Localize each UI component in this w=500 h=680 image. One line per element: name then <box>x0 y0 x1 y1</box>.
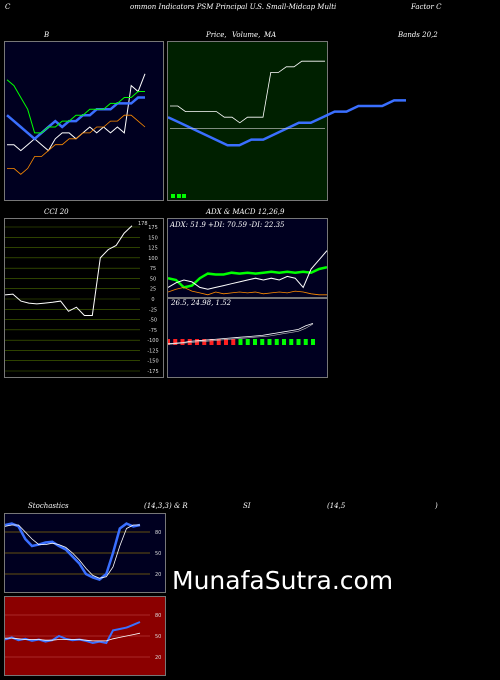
macd-histogram-bar <box>209 339 214 345</box>
macd-histogram-bar <box>238 339 243 345</box>
cci-title: CCI 20 <box>44 208 69 216</box>
cci-tick-label: -150 <box>147 359 158 365</box>
stoch-title: Stochastics <box>28 502 69 510</box>
price-title-d: Bands 20,2 <box>398 31 438 39</box>
adx-minus-di-line <box>168 286 327 296</box>
cci-tick-label: 50 <box>150 276 156 282</box>
macd-histogram-bar <box>245 339 250 345</box>
macd-histogram-bar <box>296 339 301 345</box>
stoch-tick-label: 50 <box>155 551 161 557</box>
macd-histogram-bar <box>274 339 279 345</box>
rsi-chart: 80 50 20 <box>5 613 161 661</box>
stoch-params: (14,3,3) & R <box>144 502 188 510</box>
cci-tick-label: 100 <box>148 256 158 262</box>
cci-tick-label: 150 <box>148 235 158 241</box>
watermark: MunafaSutra.com <box>172 566 394 595</box>
macd-signal-line <box>168 323 314 345</box>
cci-tick-label: 75 <box>150 266 156 272</box>
rsi-signal-line <box>5 632 141 642</box>
cci-tick-label: 125 <box>148 246 158 252</box>
macd-histogram-bar <box>216 339 221 345</box>
macd-histogram-bar <box>168 339 170 345</box>
header-center: ommon Indicators PSM Principal U.S. Smal… <box>130 3 337 11</box>
rsi-tick-label: 80 <box>155 613 161 619</box>
header-right: Factor C <box>411 3 442 11</box>
adx-label: ADX: 51.9 +DI: 70.59 -DI: 22.35 <box>170 221 285 229</box>
macd-histogram-bar <box>224 339 228 345</box>
volume-bar <box>171 194 175 198</box>
cci-panel <box>4 218 164 378</box>
cci-tick-label: -100 <box>147 338 158 344</box>
volume-bar <box>177 194 181 198</box>
price-chart <box>168 60 406 198</box>
bollinger-upper-band <box>6 79 145 134</box>
bollinger-title: B <box>44 31 50 39</box>
cci-tick-label: -50 <box>149 318 157 324</box>
stoch-tick-label: 80 <box>155 530 161 536</box>
cci-tick-label: -175 <box>147 369 158 375</box>
cci-value-label: 178 <box>138 221 148 227</box>
bollinger-lower-band <box>7 114 146 175</box>
macd-histogram-bar <box>260 339 265 345</box>
adx-macd-title: ADX & MACD 12,26,9 <box>206 208 285 216</box>
macd-histogram-bar <box>289 339 294 345</box>
rsi-tick-label: 20 <box>155 655 161 661</box>
price-line <box>170 60 325 124</box>
cci-tick-label: 175 <box>148 225 158 231</box>
adx-line <box>168 265 327 289</box>
macd-histogram-bar <box>303 339 308 345</box>
rsi-tick-label: 50 <box>155 634 161 640</box>
price-ma-line <box>168 99 406 147</box>
rsi-title-c: ) <box>435 502 438 510</box>
adx-plus-di-line <box>168 250 327 290</box>
cci-tick-label: -125 <box>147 348 158 354</box>
rsi-title-a: SI <box>243 502 251 510</box>
cci-tick-label: -25 <box>149 307 157 313</box>
cci-chart: 175 150 125 100 75 50 25 0 -25 -50 -75 -100 -125 -150… <box>5 221 159 375</box>
stoch-k-line <box>5 522 141 581</box>
header-left: C <box>5 3 11 11</box>
bollinger-middle-band <box>6 96 145 141</box>
macd-histogram-bar <box>282 339 286 345</box>
price-title-b: Volume, <box>232 31 261 39</box>
cci-tick-label: 0 <box>151 297 154 303</box>
macd-histogram-bar <box>253 339 257 345</box>
stoch-chart: 80 50 20 <box>5 522 161 581</box>
macd-histogram-bar <box>187 339 192 345</box>
rsi-title-b: (14,5 <box>327 502 346 510</box>
price-title-a: Price, <box>206 31 227 39</box>
stoch-tick-label: 20 <box>155 572 161 578</box>
price-title-c: MA <box>264 31 277 39</box>
cci-line <box>5 225 133 316</box>
volume-bar <box>182 194 186 198</box>
macd-histogram-bar <box>202 339 207 345</box>
adx-chart <box>168 250 327 296</box>
macd-line <box>168 323 314 345</box>
macd-histogram-bar <box>173 339 178 345</box>
macd-histogram-bar <box>311 339 315 345</box>
stoch-d-line <box>5 524 140 579</box>
cci-tick-label: -75 <box>149 328 157 334</box>
macd-histogram-bar <box>180 339 185 345</box>
bollinger-chart <box>6 73 146 175</box>
macd-chart <box>168 323 315 345</box>
macd-histogram-bar <box>231 339 236 345</box>
macd-histogram-bar <box>267 339 272 345</box>
macd-label: 26.5, 24.98, 1.52 <box>171 299 232 307</box>
cci-tick-label: 25 <box>150 287 156 293</box>
price-panel <box>167 41 328 201</box>
